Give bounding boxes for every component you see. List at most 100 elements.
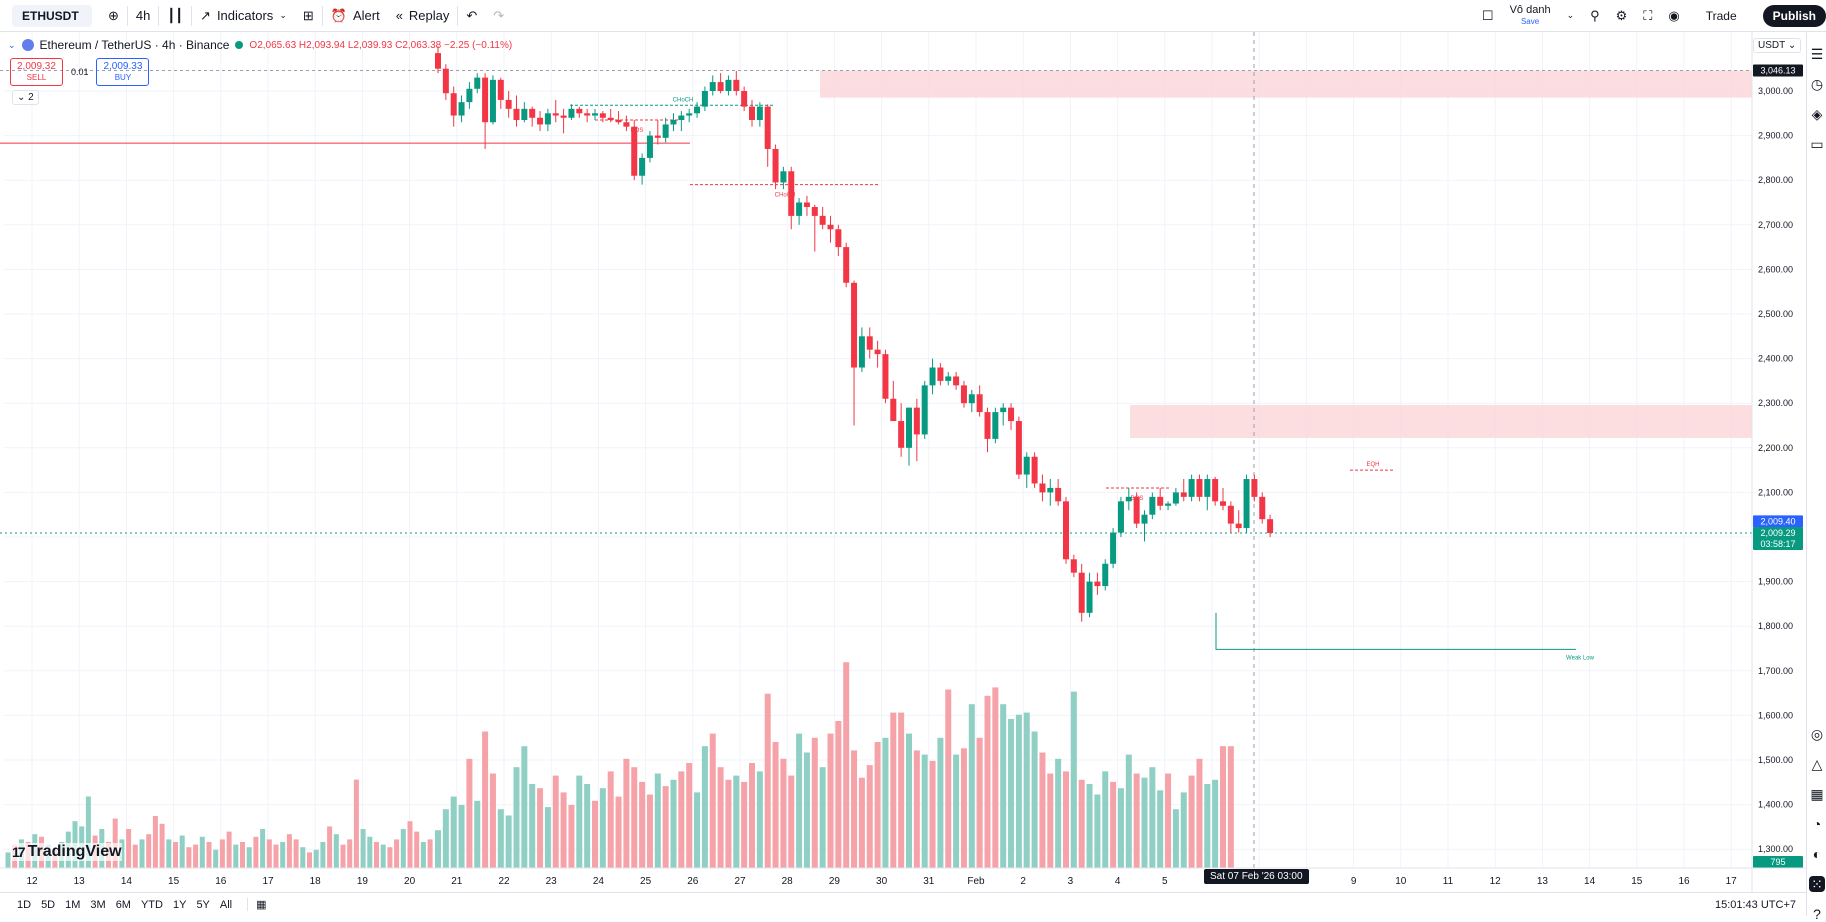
ideas-icon[interactable]: △ xyxy=(1811,756,1823,772)
sell-button[interactable]: 2,009.32 SELL xyxy=(10,58,63,86)
last-price-tag-bg xyxy=(1753,526,1803,539)
candle-body xyxy=(1117,501,1124,533)
chevron-down-icon: ⌄ xyxy=(279,10,287,20)
apps-grid-icon[interactable]: ⁙ xyxy=(1809,876,1825,892)
legend-toggle-icon[interactable]: ⌄ xyxy=(8,39,16,50)
undo-icon[interactable]: ↶ xyxy=(466,7,478,23)
redo-icon[interactable]: ↷ xyxy=(493,7,505,23)
range-button-1y[interactable]: 1Y xyxy=(172,898,187,911)
notifications-icon[interactable]: ◐ xyxy=(1812,846,1822,862)
quick-search-icon[interactable]: ⚲ xyxy=(1590,7,1600,23)
calendar-icon[interactable]: ▦ xyxy=(1810,786,1824,802)
fullscreen-icon[interactable]: ⛶ xyxy=(1643,7,1653,23)
candle-body xyxy=(929,367,936,386)
range-button-6m[interactable]: 6M xyxy=(115,898,131,911)
indicators-button[interactable]: ↗ Indicators ⌄ xyxy=(192,0,295,32)
volume-bar xyxy=(741,781,748,868)
watchlist-icon[interactable]: ☰ xyxy=(1810,46,1824,62)
time-tick-label: 5 xyxy=(1162,876,1168,887)
top-zone-price-tag-bg xyxy=(1753,64,1803,77)
layout-save-label: Save xyxy=(1520,16,1540,26)
symbol-name[interactable]: ETHUSDT xyxy=(12,4,92,27)
candle-body xyxy=(1149,496,1156,515)
candle-body xyxy=(835,229,842,248)
indicators-collapse-button[interactable]: ⌄ 2 xyxy=(12,90,39,105)
range-button-1m[interactable]: 1M xyxy=(65,898,81,911)
trade-button[interactable]: Trade xyxy=(1688,0,1755,32)
candle-body xyxy=(976,394,983,413)
range-button-1d[interactable]: 1D xyxy=(17,898,32,911)
time-tick-label: 14 xyxy=(121,876,133,887)
range-button-5d[interactable]: 5D xyxy=(41,898,56,911)
volume-value-tag-bg xyxy=(1753,856,1803,868)
alert-button[interactable]: ⏰ Alert xyxy=(323,0,388,32)
range-button-ytd[interactable]: YTD xyxy=(140,898,163,911)
templates-icon[interactable]: ⊞ xyxy=(302,7,314,23)
candle-body xyxy=(639,157,646,176)
divider xyxy=(126,5,128,26)
range-button-3m[interactable]: 3M xyxy=(90,898,106,911)
time-tick-label: 9 xyxy=(1351,876,1357,887)
compare-icon[interactable]: ⊕ xyxy=(108,7,119,23)
countdown-tag-bg xyxy=(1753,537,1803,550)
volume-bar xyxy=(240,842,245,868)
symbol-search[interactable]: ETHUSDT xyxy=(0,0,100,32)
candle-body xyxy=(701,91,708,107)
volume-bar xyxy=(159,823,165,868)
volume-bar xyxy=(246,847,252,868)
volume-bar xyxy=(300,847,306,868)
volume-bars xyxy=(5,662,1234,868)
chat-icon[interactable]: ▭ xyxy=(1810,136,1824,152)
volume-bar xyxy=(584,784,591,868)
clock-timezone[interactable]: 15:01:43 UTC+7 xyxy=(1714,898,1796,911)
candle-body xyxy=(1070,559,1077,573)
volume-bar xyxy=(420,842,426,868)
candle-body xyxy=(1259,496,1266,520)
chart-type-icon[interactable]: ┃┃ xyxy=(167,7,184,23)
layers-icon[interactable]: ◈ xyxy=(1811,106,1823,122)
settings-gear-icon[interactable]: ⚙ xyxy=(1615,7,1628,23)
price-chart[interactable]: CHoCHBOSCHoCHEQHBOSWeak Low3,000.002,900… xyxy=(0,32,1806,892)
publish-button[interactable]: Publish xyxy=(1755,0,1826,32)
volume-bar xyxy=(260,829,266,868)
candle-body xyxy=(741,91,748,107)
candle-body xyxy=(796,202,803,216)
target-icon[interactable]: ◎ xyxy=(1810,726,1824,742)
volume-bar xyxy=(843,662,850,868)
sell-label: SELL xyxy=(26,73,47,82)
time-tick-label: 21 xyxy=(451,876,463,887)
tradingview-logo[interactable]: 17 TradingView xyxy=(12,843,122,861)
interval-button[interactable]: 4h xyxy=(135,8,151,23)
help-icon[interactable]: ? xyxy=(1813,906,1821,922)
legend-title[interactable]: Ethereum / TetherUS · 4h · Binance xyxy=(39,38,230,52)
volume-bar xyxy=(803,752,810,868)
replay-button[interactable]: « Replay xyxy=(388,0,458,32)
candle-body xyxy=(1031,456,1038,484)
buy-button[interactable]: 2,009.33 BUY xyxy=(96,58,150,86)
volume-bar xyxy=(489,773,496,868)
volume-bar xyxy=(756,771,763,868)
date-range-icon[interactable]: ▦ xyxy=(247,898,267,911)
time-tick-label: 25 xyxy=(640,876,652,887)
signal-icon[interactable]: ◔ xyxy=(1812,816,1822,832)
layout-name[interactable]: Vô danh Save xyxy=(1502,0,1559,32)
time-tick-label: 11 xyxy=(1443,876,1454,887)
candle-body xyxy=(843,247,850,283)
range-button-5y[interactable]: 5Y xyxy=(196,898,210,911)
legend-ohlc: O2,065.63 H2,093.94 L2,039.93 C2,063.38 … xyxy=(249,39,513,51)
volume-bar xyxy=(1015,714,1022,868)
volume-bar xyxy=(280,842,286,868)
candle-body xyxy=(1102,563,1109,587)
volume-bar xyxy=(1039,752,1046,868)
alerts-clock-icon[interactable]: ◷ xyxy=(1810,76,1824,92)
camera-icon[interactable]: ◉ xyxy=(1668,7,1680,23)
currency-select[interactable]: USDT ⌄ xyxy=(1753,38,1802,53)
volume-bar xyxy=(788,775,795,868)
candle-body xyxy=(984,412,991,439)
candle-body xyxy=(592,113,598,116)
price-tick-label: 2,500.00 xyxy=(1758,309,1793,319)
range-button-all[interactable]: All xyxy=(219,898,233,911)
layout-checkbox-icon[interactable]: ☐ xyxy=(1481,7,1494,23)
chevron-down-icon[interactable]: ⌄ xyxy=(1566,10,1575,20)
buy-label: BUY xyxy=(114,73,132,82)
